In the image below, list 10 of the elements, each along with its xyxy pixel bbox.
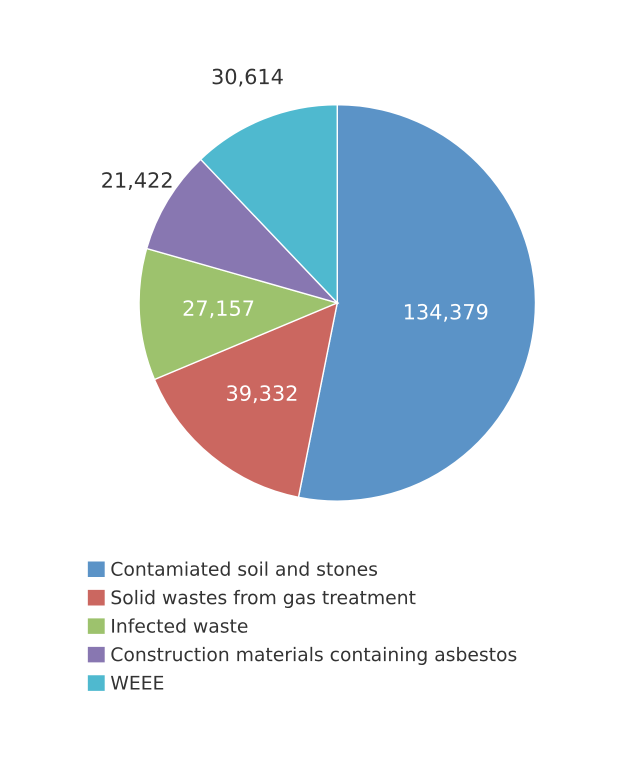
legend-label: Construction materials containing asbestos	[111, 646, 516, 665]
legend-label: Solid wastes from gas treatment	[112, 590, 416, 608]
data-label: 134,379	[404, 304, 488, 322]
data-label: 21,422	[102, 172, 172, 190]
legend-label: Contamiated soil and stones	[111, 561, 378, 576]
legend-label: WEEE	[110, 676, 164, 690]
data-label: 39,332	[227, 385, 296, 404]
data-label: 30,614	[212, 68, 283, 87]
legend-label: Infected waste	[112, 618, 248, 633]
data-label: 27,157	[184, 300, 254, 318]
